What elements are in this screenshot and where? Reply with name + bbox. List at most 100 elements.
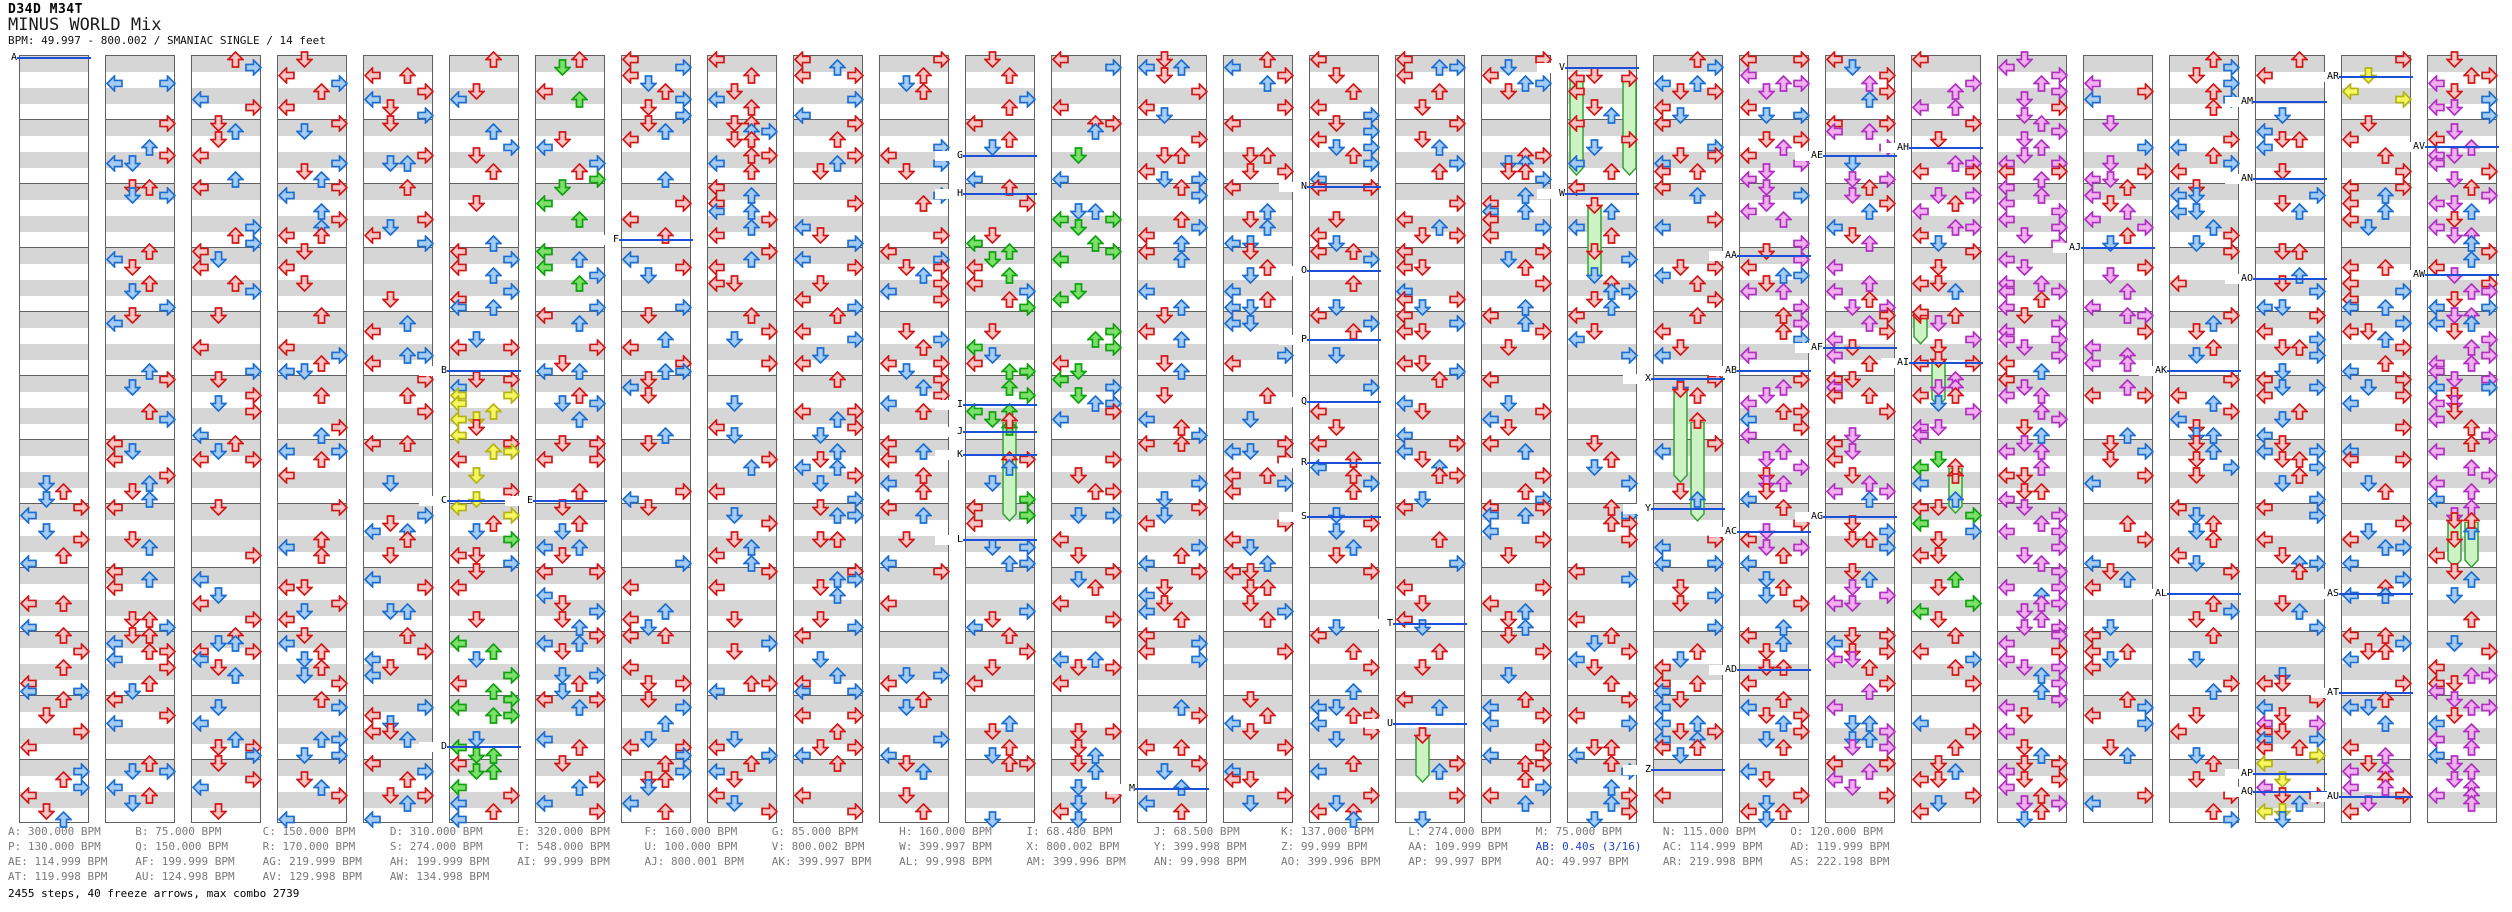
arrow-down-icon <box>2186 555 2206 573</box>
step-note <box>1018 641 1036 662</box>
step-note <box>2032 426 2052 444</box>
step-note <box>450 633 468 654</box>
arrow-right-icon <box>158 409 176 430</box>
step-note <box>1240 723 1260 741</box>
step-note <box>1224 297 1242 318</box>
arrow-up-icon <box>570 482 590 500</box>
step-note <box>638 267 658 285</box>
bpm-section-label: E <box>505 496 533 507</box>
arrow-down-icon <box>1326 299 1346 317</box>
step-note <box>140 786 160 804</box>
step-note <box>2170 545 2188 566</box>
step-note <box>1396 353 1414 374</box>
arrow-left-icon <box>1568 745 1586 766</box>
measure-line <box>1740 183 1808 184</box>
arrow-up-icon <box>570 314 590 332</box>
arrow-left-icon <box>1224 561 1242 582</box>
arrow-down-icon <box>1068 723 1088 741</box>
step-note <box>656 802 676 820</box>
arrow-left-icon <box>278 257 296 278</box>
step-note <box>1774 378 1794 396</box>
step-note <box>1052 169 1070 190</box>
step-note <box>1860 570 1880 588</box>
step-note <box>1912 713 1930 734</box>
step-note <box>158 657 176 678</box>
bpm-section-label: AM <box>2225 97 2253 108</box>
arrow-right-icon <box>1362 105 1380 126</box>
arrow-right-icon <box>1878 641 1896 662</box>
step-note <box>1516 618 1536 636</box>
arrow-down-icon <box>1240 267 1260 285</box>
step-note <box>810 611 830 629</box>
step-note <box>2462 314 2482 332</box>
step-note <box>1190 633 1208 654</box>
arrow-down-icon <box>2444 511 2464 529</box>
arrow-right-icon <box>416 105 434 126</box>
arrow-down-icon <box>380 115 400 133</box>
step-note <box>1172 698 1192 716</box>
arrow-right-icon <box>846 329 864 350</box>
arrow-up-icon <box>398 730 418 748</box>
arrow-down-icon <box>122 683 142 701</box>
step-note <box>502 441 520 462</box>
step-note <box>1584 459 1604 477</box>
step-note <box>380 723 400 741</box>
step-note <box>1018 553 1036 574</box>
arrow-up-icon <box>484 266 504 284</box>
step-note <box>1516 186 1536 204</box>
step-note <box>1860 730 1880 748</box>
arrow-up-icon <box>2204 594 2224 612</box>
measure-line <box>1912 247 1980 248</box>
step-note <box>742 754 762 772</box>
step-note <box>2480 425 2498 446</box>
step-note <box>1068 387 1088 405</box>
arrow-left-icon <box>1912 273 1930 294</box>
measure-line <box>1998 311 2066 312</box>
arrow-up-icon <box>656 330 676 348</box>
step-note <box>1998 697 2016 718</box>
arrow-up-icon <box>1258 466 1278 484</box>
step-note <box>1620 281 1638 302</box>
step-note <box>588 689 606 710</box>
step-note <box>294 651 314 669</box>
arrow-up-icon <box>1000 458 1020 476</box>
step-note <box>1516 602 1536 620</box>
arrow-down-icon <box>2444 291 2464 309</box>
arrow-down-icon <box>122 483 142 501</box>
arrow-up-icon <box>1172 434 1192 452</box>
step-note <box>1946 386 1966 404</box>
step-note <box>2170 385 2188 406</box>
step-note <box>724 83 744 101</box>
arrow-down-icon <box>724 275 744 293</box>
step-note <box>1430 370 1450 388</box>
step-note <box>724 795 744 813</box>
step-note <box>724 731 744 749</box>
arrow-right-icon <box>1620 801 1638 822</box>
arrow-up-icon <box>398 154 418 172</box>
step-note <box>2290 130 2310 148</box>
arrow-down-icon <box>2014 499 2034 517</box>
arrow-right-icon <box>1964 241 1982 262</box>
step-note <box>54 658 74 676</box>
measure-line <box>450 119 518 120</box>
arrow-left-icon <box>966 169 984 190</box>
step-note <box>2014 91 2034 109</box>
step-note <box>552 355 572 373</box>
bpm-legend-entry: AK: 399.997 BPM <box>771 855 872 868</box>
step-note <box>2256 441 2274 462</box>
arrow-down-icon <box>2014 435 2034 453</box>
measure-line <box>278 503 346 504</box>
arrow-up-icon <box>1516 314 1536 332</box>
arrow-left-icon <box>1568 705 1586 726</box>
arrow-up-icon <box>2462 522 2482 540</box>
arrow-right-icon <box>1620 345 1638 366</box>
step-note <box>1826 697 1844 718</box>
step-note <box>1534 529 1552 550</box>
arrow-down-icon <box>1068 467 1088 485</box>
arrow-up-icon <box>656 122 676 140</box>
bpm-section-label: J <box>935 427 963 438</box>
step-note <box>364 721 382 742</box>
arrow-left-icon <box>1654 441 1672 462</box>
step-note <box>2394 385 2412 406</box>
arrow-right-icon <box>1620 129 1638 150</box>
